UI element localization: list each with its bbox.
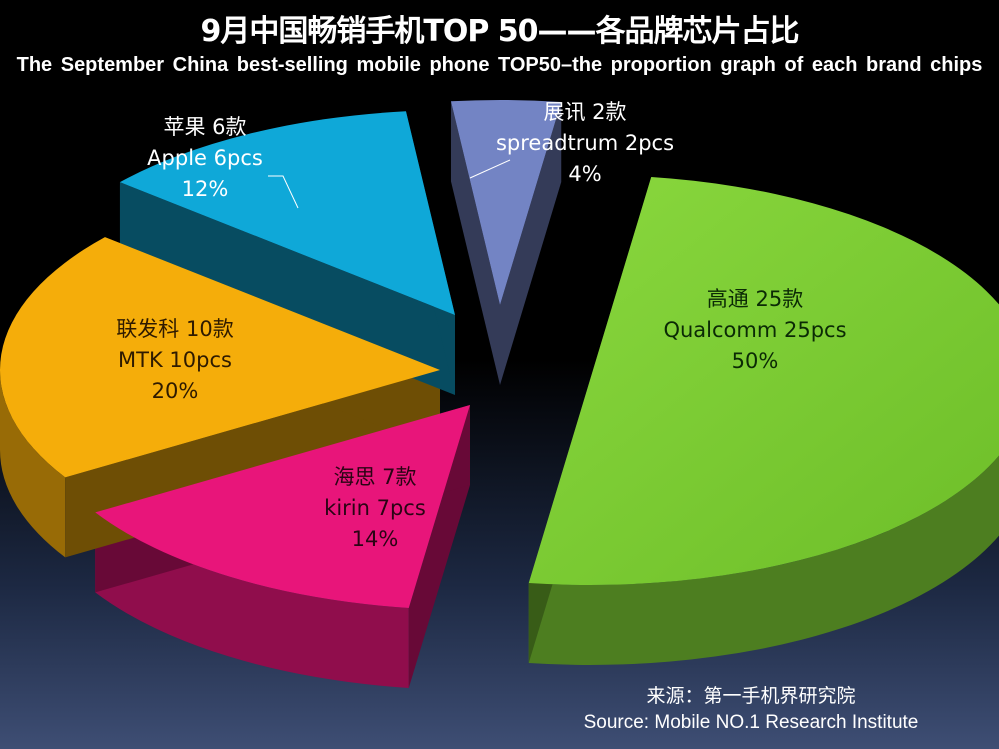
slice-side-mtk	[0, 370, 66, 558]
slice-label-mtk-en: MTK 10pcs	[118, 348, 232, 372]
slice-label-mtk-pct: 20%	[151, 379, 199, 403]
slice-label-qualcomm-zh: 高通 25款	[706, 287, 804, 311]
slice-face-spreadtrum-0	[450, 101, 500, 385]
source-en: Source: Mobile NO.1 Research Institute	[583, 712, 919, 733]
slice-label-mtk-zh: 联发科 10款	[116, 317, 234, 341]
source-note: 来源：第一手机界研究院 Source: Mobile NO.1 Research…	[541, 684, 961, 736]
slice-label-qualcomm-pct: 50%	[731, 349, 779, 373]
leader-line-apple	[268, 175, 299, 209]
slice-kirin	[95, 405, 471, 609]
slice-label-apple-pct: 12%	[181, 177, 229, 201]
slice-label-apple-zh: 苹果 6款	[163, 115, 247, 139]
chart-title: 9月中国畅销手机TOP 50——各品牌芯片占比	[200, 14, 799, 49]
slice-label-qualcomm: 高通 25款 Qualcomm 25pcs 50%	[640, 284, 870, 377]
slice-label-spreadtrum-zh: 展讯 2款	[543, 100, 627, 124]
slice-mtk	[0, 237, 440, 478]
slice-label-spreadtrum: 展讯 2款 spreadtrum 2pcs 4%	[480, 97, 690, 190]
slice-label-kirin-zh: 海思 7款	[333, 465, 417, 489]
slice-label-mtk: 联发科 10款 MTK 10pcs 20%	[90, 314, 260, 407]
slice-spreadtrum	[450, 100, 562, 305]
chart-subtitle: The September China best-selling mobile …	[16, 54, 983, 76]
slice-apple	[119, 111, 455, 315]
slice-face-apple-0	[119, 182, 455, 395]
slice-label-kirin-en: kirin 7pcs	[324, 496, 426, 520]
slice-label-apple: 苹果 6款 Apple 6pcs 12%	[125, 112, 285, 205]
slice-face-spreadtrum-1	[500, 101, 562, 385]
slice-label-spreadtrum-en: spreadtrum 2pcs	[495, 131, 675, 155]
slice-label-kirin: 海思 7款 kirin 7pcs 14%	[300, 462, 450, 555]
slice-label-kirin-pct: 14%	[351, 527, 399, 551]
leader-line-spreadtrum	[469, 159, 511, 179]
source-zh: 来源：第一手机界研究院	[646, 686, 856, 707]
slice-label-apple-en: Apple 6pcs	[147, 146, 263, 170]
slice-label-spreadtrum-pct: 4%	[568, 162, 602, 186]
slice-side-qualcomm	[528, 455, 999, 665]
slice-label-qualcomm-en: Qualcomm 25pcs	[663, 318, 847, 342]
slice-side-kirin	[95, 512, 409, 689]
slice-qualcomm	[528, 176, 999, 585]
